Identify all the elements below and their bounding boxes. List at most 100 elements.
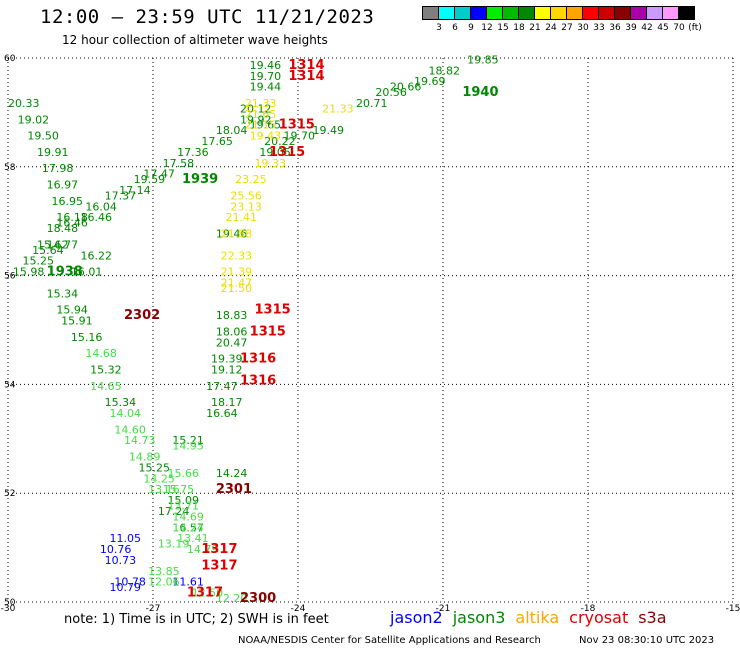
wave-height-label: 19.50 [27,130,59,143]
legend-label: 24 [545,23,557,33]
wave-height-label: 18.83 [216,309,248,322]
wave-height-label: 14.69 [172,510,204,523]
wave-height-label: 15.64 [32,244,64,257]
wave-height-label: 17.47 [143,168,175,181]
wave-height-label: 16.04 [85,200,117,213]
pass-time-label: 1315 [255,303,291,318]
pass-time-label: 1314 [288,58,324,73]
x-tick-label: -24 [291,604,306,614]
mission-jason3: jason3 [452,608,506,627]
pass-time-label: 1938 [47,265,83,280]
wave-height-label: 10.76 [100,543,132,556]
wave-height-label: 15.25 [23,255,55,268]
wave-height-label: 14.04 [110,407,142,420]
legend-label: (ft) [688,23,702,33]
wave-height-label: 19.05 [259,146,291,159]
y-tick-label: 54 [4,380,16,390]
pass-time-label: 1316 [240,352,276,367]
wave-height-label: 15.98 [13,266,45,279]
wave-height-label: 21.65 [245,108,276,121]
wave-height-label: 10.79 [110,581,142,594]
color-scale-legend [422,6,695,20]
y-tick-label: 60 [4,54,16,64]
wave-height-label: 19.12 [211,364,243,377]
pass-time-label: 1317 [201,558,237,573]
wave-height-label: 23.13 [230,200,261,213]
wave-height-label: 19.92 [240,113,272,126]
pass-time-label: 1315 [250,324,286,339]
wave-height-label: 17.47 [206,380,238,393]
wave-height-label: 19.46 [216,228,248,241]
wave-height-label: 15.75 [163,483,195,496]
wave-height-label: 19.65 [250,119,282,132]
wave-height-label: 20.66 [390,81,422,94]
x-tick-label: -30 [1,604,16,614]
wave-height-label: 11.05 [110,532,142,545]
mission-legend: jason2 jason3 altika cryosat s3a [390,608,677,627]
wave-height-label: 20.12 [240,102,272,115]
wave-height-label: 19.85 [467,53,499,66]
wave-height-label: 18.04 [216,124,248,137]
pass-time-label: 1317 [187,586,223,601]
x-tick-label: -18 [581,604,596,614]
wave-height-label: 15.91 [61,315,93,328]
wave-height-label: 19.70 [284,130,316,143]
wave-height-label: 18.06 [216,325,248,338]
wave-height-label: 19.70 [250,70,282,83]
legend-label: 36 [609,23,621,33]
wave-height-label: 17.98 [42,162,73,175]
wave-height-label: 17.14 [119,184,150,197]
wave-height-label: 21.47 [221,276,253,289]
chart-title: 12:00 — 23:59 UTC 11/21/2023 [40,6,375,28]
wave-height-label: 19.39 [211,353,243,366]
wave-height-label: 15.21 [172,434,204,447]
color-scale-labels: 3 6 9 12 15 18 21 24 27 30 33 36 39 42 45 70 (ft) [422,23,732,35]
y-tick-label: 52 [4,489,15,499]
wave-height-label: 10.78 [114,576,146,589]
wave-height-label: 25.56 [230,189,261,202]
legend-label: 3 [436,23,442,33]
legend-label: 27 [561,23,573,33]
generation-timestamp: Nov 23 08:30:10 UTC 2023 [579,635,715,646]
legend-label: 42 [641,23,653,33]
wave-height-label: 10.73 [105,554,136,567]
wave-height-label: 21.41 [226,211,258,224]
wave-height-label: 21.50 [221,282,253,295]
legend-label: 15 [497,23,509,33]
wave-height-label: 15.66 [168,467,200,480]
wave-height-label: 16.57 [172,521,204,534]
pass-time-label: 1939 [182,172,218,187]
wave-height-label: 15.34 [105,396,136,409]
wave-height-label: 14.89 [129,451,161,464]
wave-height-label: 16.97 [47,179,79,192]
legend-label: 12 [481,23,493,33]
wave-height-label: 23.25 [235,173,267,186]
wave-height-label: 16.46 [81,211,113,224]
credit-line: NOAA/NESDIS Center for Satellite Applica… [238,635,541,646]
wave-height-label: 17.36 [177,146,209,159]
wave-height-label: 17.58 [163,157,195,170]
mission-cryosat: cryosat [569,608,629,627]
wave-height-label: 19.33 [255,157,287,170]
wave-height-label: 13.16 [148,483,180,496]
wave-height-label: 22.33 [221,249,253,262]
wave-height-label: 19.02 [18,113,49,126]
wave-height-label: 20.33 [8,97,40,110]
legend-label: 18 [513,23,525,33]
legend-label: 39 [625,23,637,33]
pass-time-label: 1317 [201,542,237,557]
wave-height-label: 14.95 [172,440,204,453]
wave-height-label: 19.49 [313,124,345,137]
wave-height-label: 16.01 [71,266,103,279]
wave-height-label: 18.82 [429,64,461,77]
mission-s3a: s3a [638,608,667,627]
wave-height-label: 19.69 [414,75,446,88]
mission-altika: altika [515,608,560,627]
pass-time-label: 1314 [288,69,324,84]
x-tick-label: -21 [436,604,451,614]
wave-height-label: 21.33 [322,102,354,115]
x-tick-label: -15 [726,604,740,614]
wave-height-label: 15.25 [139,461,171,474]
wave-height-label: 20.56 [375,86,407,99]
wave-height-label: 15.94 [56,304,87,317]
